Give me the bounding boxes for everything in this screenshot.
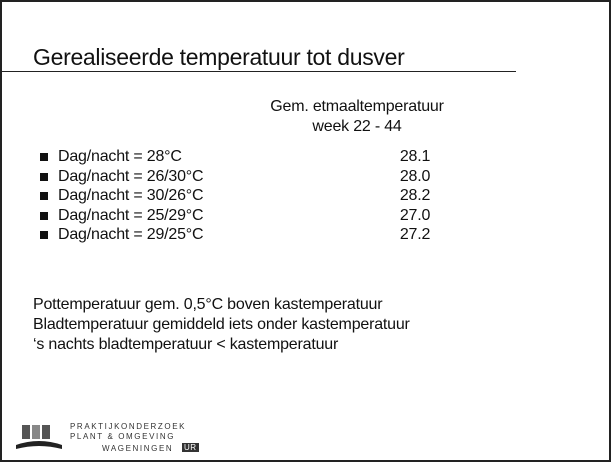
row-value: 28.2 — [399, 187, 431, 205]
table-row: Dag/nacht = 26/30°C 28.0 — [40, 168, 480, 188]
bullet — [40, 153, 48, 161]
column-header: Gem. etmaaltemperatuur — [270, 98, 444, 115]
row-value: 27.0 — [399, 206, 431, 224]
note: Pottemperatuur gem. 0,5°C boven kastempe… — [33, 296, 383, 313]
logo-icon — [16, 425, 62, 449]
row-value: 28.1 — [399, 148, 431, 165]
note: ‘s nachts bladtemperatuur < kastemperatu… — [33, 336, 339, 353]
slide-title: Gerealiseerde temperatuur tot dusver — [33, 44, 405, 70]
logo-text: PRAKTIJKONDERZOEK — [70, 422, 187, 431]
table-row: Dag/nacht = 29/25°C 27.2 — [40, 226, 480, 246]
table-row: Dag/nacht = 28°C 28.1 — [40, 148, 480, 168]
bullet — [40, 211, 48, 220]
bullet — [40, 172, 48, 181]
row-label: Dag/nacht = 25/29°C — [58, 206, 204, 224]
logo-text: PLANT & OMGEVING — [70, 432, 176, 441]
bullet — [40, 231, 48, 240]
table-row: Dag/nacht = 30/26°C 28.2 — [40, 187, 480, 207]
title-rule — [2, 71, 516, 72]
bullet — [40, 192, 48, 201]
table-row: Dag/nacht = 25/29°C 27.0 — [40, 207, 480, 227]
row-label: Dag/nacht = 28°C — [58, 148, 182, 165]
logo-text: WAGENINGEN — [102, 444, 174, 453]
row-label: Dag/nacht = 30/26°C — [58, 187, 204, 205]
column-header: week 22 - 44 — [312, 118, 402, 135]
row-value: 28.0 — [399, 167, 431, 185]
logo-badge: UR — [182, 443, 199, 452]
row-label: Dag/nacht = 26/30°C — [58, 167, 204, 185]
row-label: Dag/nacht = 29/25°C — [58, 226, 204, 244]
row-value: 27.2 — [399, 226, 431, 244]
note: Bladtemperatuur gemiddeld iets onder kas… — [33, 316, 410, 333]
